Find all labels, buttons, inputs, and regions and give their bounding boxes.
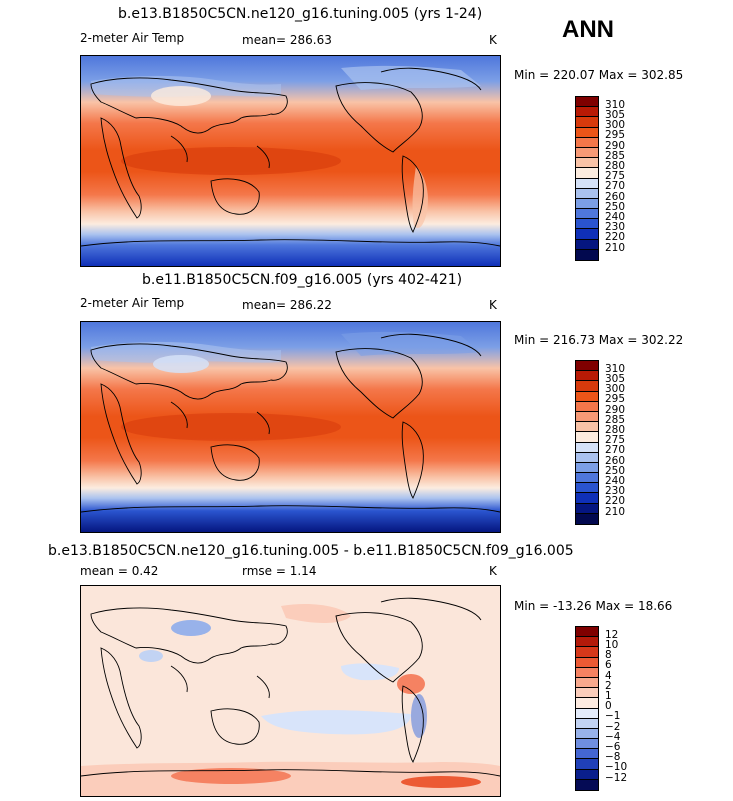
panel1-cbar-tick: 240: [605, 211, 626, 223]
panel3-cbar-tick: −8: [605, 751, 621, 763]
panel2-map: [80, 321, 501, 533]
panel3-map-svg: [81, 586, 500, 796]
panel2-cbar-tick: 310: [605, 363, 626, 375]
panel1-cbar-tick: 260: [605, 191, 626, 203]
panel1-cbar-tick: 310: [605, 99, 626, 111]
panel2-mean-label: mean= 286.22: [242, 298, 332, 312]
panel3-title: b.e13.B1850C5CN.ne120_g16.tuning.005 - b…: [48, 543, 574, 559]
panel3-cbar-tick: 8: [605, 649, 612, 661]
panel1-map-svg: [81, 56, 500, 266]
panel3-cbar-tick: −2: [605, 721, 621, 733]
panel2-cbar-tick: 240: [605, 475, 626, 487]
panel1-colorbar: [575, 96, 599, 261]
panel3-cbar-tick: 12: [605, 629, 619, 641]
panel1-cbar-tick: 270: [605, 180, 626, 192]
panel1-units-label: K: [489, 33, 497, 47]
panel3-cbar-tick: 10: [605, 639, 619, 651]
panel1-cbar-tick: 280: [605, 160, 626, 172]
panel1-mean-label: mean= 286.63: [242, 33, 332, 47]
panel2-minmax: Min = 216.73 Max = 302.22: [514, 333, 684, 347]
panel3-colorbar: [575, 626, 599, 791]
panel2-cbar-tick: 285: [605, 414, 626, 426]
panel2-cbar-tick: 260: [605, 455, 626, 467]
panel1-title: b.e13.B1850C5CN.ne120_g16.tuning.005 (yr…: [118, 6, 483, 22]
panel3-map: [80, 585, 501, 797]
panel1-cbar-tick: 290: [605, 140, 626, 152]
panel2-cbar-tick: 300: [605, 383, 626, 395]
panel1-cbar-tick: 285: [605, 150, 626, 162]
panel3-cbar-tick: −1: [605, 710, 621, 722]
panel3-units-label: K: [489, 564, 497, 578]
panel3-mean-label: mean = 0.42: [80, 564, 159, 578]
panel3-cbar-tick: −12: [605, 772, 628, 784]
panel2-cbar-tick: 210: [605, 506, 626, 518]
panel2-cbar-tick: 270: [605, 444, 626, 456]
panel2-cbar-tick: 290: [605, 404, 626, 416]
panel2-title: b.e11.B1850C5CN.f09_g16.005 (yrs 402-421…: [142, 272, 463, 288]
panel3-cbar-tick: 4: [605, 670, 612, 682]
panel2-units-label: K: [489, 298, 497, 312]
panel3-cbar-tick: −6: [605, 741, 621, 753]
panel2-cbar-tick: 275: [605, 434, 626, 446]
panel3-cbar-tick: 0: [605, 700, 612, 712]
panel3-rmse-label: rmse = 1.14: [242, 564, 317, 578]
panel1-minmax: Min = 220.07 Max = 302.85: [514, 68, 684, 82]
panel1-cbar-tick: 220: [605, 231, 626, 243]
panel2-cbar-tick: 250: [605, 465, 626, 477]
panel2-cbar-tick: 280: [605, 424, 626, 436]
panel2-cbar-tick: 230: [605, 485, 626, 497]
panel1-cbar-tick: 230: [605, 221, 626, 233]
panel1-cbar-tick: 295: [605, 129, 626, 141]
panel3-cbar-tick: 6: [605, 659, 612, 671]
panel1-map: [80, 55, 501, 267]
panel1-cbar-tick: 305: [605, 109, 626, 121]
panel2-variable-label: 2-meter Air Temp: [80, 296, 185, 310]
panel3-cbar-tick: −4: [605, 731, 621, 743]
panel3-cbar-tick: −10: [605, 761, 628, 773]
panel2-map-svg: [81, 322, 500, 532]
panel1-variable-label: 2-meter Air Temp: [80, 31, 185, 45]
panel2-cbar-tick: 220: [605, 495, 626, 507]
panel3-minmax: Min = -13.26 Max = 18.66: [514, 599, 673, 613]
panel2-cbar-tick: 305: [605, 373, 626, 385]
panel3-cbar-tick: 2: [605, 680, 612, 692]
panel1-cbar-tick: 210: [605, 242, 626, 254]
season-label: ANN: [562, 16, 614, 43]
panel1-cbar-tick: 300: [605, 119, 626, 131]
panel1-cbar-tick: 275: [605, 170, 626, 182]
panel2-cbar-tick: 295: [605, 393, 626, 405]
panel3-cbar-tick: 1: [605, 690, 612, 702]
panel1-cbar-tick: 250: [605, 201, 626, 213]
panel2-colorbar: [575, 360, 599, 525]
